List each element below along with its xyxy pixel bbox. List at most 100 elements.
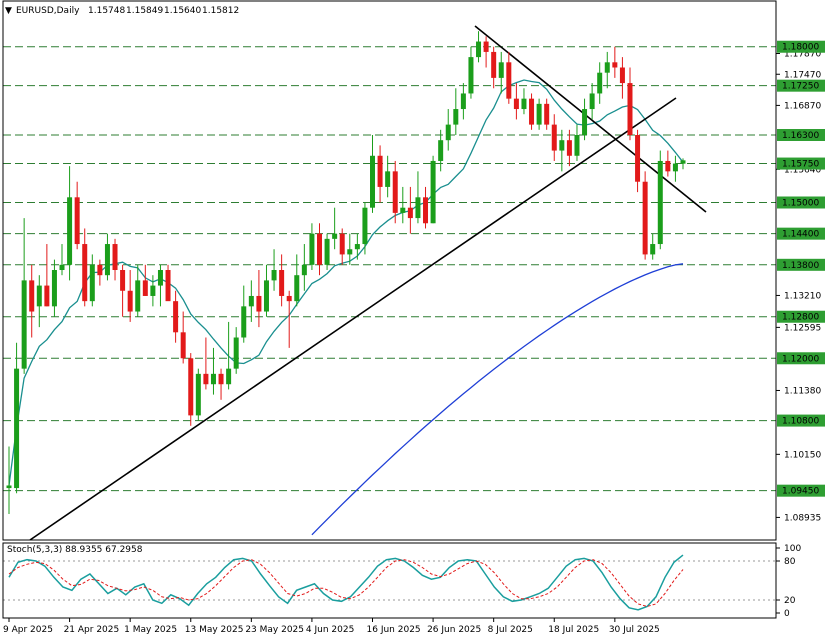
price-tick-label: 1.17470	[784, 70, 821, 80]
candle-body	[241, 306, 247, 338]
level-label: 1.10800	[782, 417, 819, 427]
level-label-box	[777, 310, 825, 323]
date-tick-label: 30 Jul 2025	[609, 625, 660, 635]
level-label: 1.14400	[782, 230, 819, 240]
candle-body	[453, 109, 459, 125]
candle-body	[74, 197, 80, 245]
level-label: 1.12000	[782, 354, 819, 364]
stoch-main-line	[8, 554, 684, 611]
level-label-box	[777, 414, 825, 427]
candle-body	[226, 368, 232, 385]
candle-body	[309, 233, 315, 265]
stoch-signal-line	[8, 559, 684, 608]
price-tick-label: 1.17870	[784, 49, 821, 59]
candle-body	[112, 244, 118, 270]
candle-body	[165, 270, 171, 302]
date-tick-label: 21 Apr 2025	[64, 625, 120, 635]
candle-body	[612, 62, 618, 68]
candle-body	[21, 280, 27, 369]
candle-body	[498, 62, 504, 78]
candle-body	[6, 485, 12, 489]
candle-body	[483, 41, 489, 52]
candle-body	[218, 373, 224, 385]
candle-body	[582, 109, 588, 135]
level-label-box	[777, 352, 825, 365]
candle-body	[362, 207, 368, 245]
candle-body	[316, 233, 322, 265]
candle-body	[354, 244, 360, 250]
candle-body	[44, 285, 50, 307]
date-tick-label: 23 May 2025	[245, 625, 304, 635]
candle-body	[377, 155, 383, 187]
level-label: 1.18000	[782, 43, 819, 53]
candle-body	[301, 264, 307, 276]
header-arrow-icon: ▼	[5, 6, 12, 16]
candle-body	[97, 264, 103, 276]
candle-body	[248, 295, 254, 307]
candle-body	[180, 332, 186, 359]
candle-body	[157, 270, 163, 286]
candle-body	[203, 373, 209, 385]
candle-body	[400, 207, 406, 213]
date-tick-label: 4 Jun 2025	[306, 625, 354, 635]
candle-body	[332, 233, 338, 239]
candle-body	[188, 358, 194, 416]
header-open: 1.15748	[88, 6, 125, 16]
price-tick-label: 1.13210	[784, 291, 821, 301]
candle-body	[574, 135, 580, 156]
candle-body	[476, 41, 482, 58]
candle-body	[445, 124, 451, 141]
candle-body	[370, 155, 376, 208]
candle-body	[392, 171, 398, 213]
stoch-label: Stoch(5,3,3) 88.9355 67.2958	[7, 545, 143, 555]
candle-body	[423, 197, 429, 224]
stoch-tick-label: 0	[784, 609, 790, 619]
candle-body	[619, 67, 625, 84]
candle-body	[430, 160, 436, 224]
date-tick-label: 8 Jul 2025	[488, 625, 533, 635]
trend-line-up	[29, 97, 677, 541]
candle-body	[59, 264, 65, 270]
candle-body	[566, 140, 572, 156]
date-tick-label: 9 Apr 2025	[3, 625, 53, 635]
level-label-box	[777, 227, 825, 240]
candle-body	[271, 270, 277, 281]
chart-header: ▼ EURUSD,Daily 1.15748 1.15849 1.15640 1…	[5, 6, 239, 16]
main-frame	[2, 0, 777, 541]
header-high: 1.15849	[126, 6, 163, 16]
candle-body	[650, 244, 656, 255]
candle-body	[150, 285, 156, 296]
candles	[6, 31, 686, 515]
price-axis: 1.17870 1.17470 1.16870 1.15640 1.13210 1.125…	[776, 40, 825, 523]
level-label: 1.09450	[782, 487, 819, 497]
candle-body	[263, 280, 269, 312]
candle-body	[627, 83, 633, 135]
header-symbol: EURUSD,Daily	[16, 6, 80, 16]
candle-body	[67, 197, 73, 265]
candle-body	[551, 124, 557, 151]
price-tick-label: 1.16870	[784, 101, 821, 111]
candle-body	[36, 285, 42, 307]
candle-body	[127, 290, 133, 312]
level-label-box	[777, 40, 825, 53]
date-tick-label: 16 Jun 2025	[367, 625, 421, 635]
price-tick-label: 1.15640	[784, 165, 821, 175]
candle-body	[415, 197, 421, 219]
candle-body	[589, 93, 595, 110]
candle-body	[142, 280, 148, 296]
trend-line-down	[474, 25, 707, 213]
level-label: 1.16300	[782, 131, 819, 141]
header-close: 1.15812	[202, 6, 239, 16]
candle-body	[195, 373, 201, 416]
level-label: 1.13800	[782, 261, 819, 271]
level-label: 1.15750	[782, 160, 819, 170]
date-tick-label: 26 Jun 2025	[427, 625, 481, 635]
candle-body	[210, 373, 216, 385]
candle-body	[294, 275, 300, 302]
candle-body	[513, 98, 519, 110]
stochastic-panel: 100 80 20 0	[3, 544, 801, 619]
candle-body	[51, 270, 57, 307]
ma-slow-line	[311, 263, 684, 536]
candle-body	[173, 301, 179, 333]
